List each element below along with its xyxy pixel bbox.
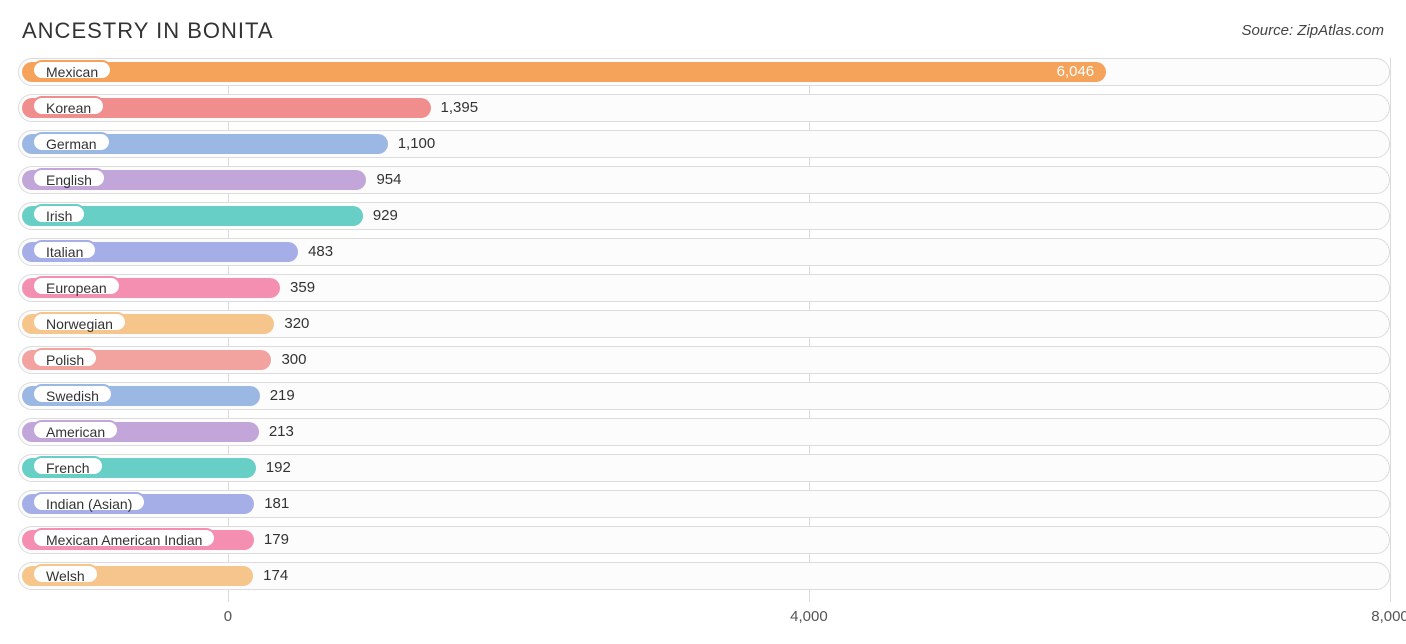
- category-pill: Mexican American Indian: [32, 528, 216, 548]
- category-pill: German: [32, 132, 111, 152]
- value-label: 1,395: [441, 98, 479, 118]
- value-label: 192: [266, 458, 291, 478]
- category-pill: Mexican: [32, 60, 112, 80]
- source-attribution: Source: ZipAtlas.com: [1241, 22, 1384, 39]
- value-label: 6,046: [1057, 62, 1095, 82]
- value-label: 219: [270, 386, 295, 406]
- value-label: 174: [263, 566, 288, 586]
- value-label: 181: [264, 494, 289, 514]
- x-axis: 04,0008,000: [18, 608, 1390, 632]
- category-pill: American: [32, 420, 119, 440]
- x-tick-label: 0: [224, 608, 232, 625]
- gridline: [1390, 58, 1391, 602]
- category-pill: French: [32, 456, 104, 476]
- category-pill: Korean: [32, 96, 105, 116]
- bar: [22, 62, 1106, 82]
- category-pill: English: [32, 168, 106, 188]
- plot-area: Mexican 6,046 Korean 1,395 German 1,100 Englis…: [18, 58, 1390, 602]
- ancestry-chart: ANCESTRY IN BONITA Source: ZipAtlas.com …: [0, 0, 1406, 644]
- value-label: 213: [269, 422, 294, 442]
- x-tick-label: 8,000: [1371, 608, 1406, 625]
- category-pill: Indian (Asian): [32, 492, 146, 512]
- value-label: 954: [376, 170, 401, 190]
- category-pill: Norwegian: [32, 312, 127, 332]
- category-pill: Swedish: [32, 384, 113, 404]
- chart-title: ANCESTRY IN BONITA: [22, 18, 274, 44]
- value-label: 359: [290, 278, 315, 298]
- value-label: 1,100: [398, 134, 436, 154]
- category-pill: Welsh: [32, 564, 99, 584]
- category-pill: European: [32, 276, 121, 296]
- value-label: 320: [284, 314, 309, 334]
- x-tick-label: 4,000: [790, 608, 828, 625]
- value-label: 300: [281, 350, 306, 370]
- value-label: 179: [264, 530, 289, 550]
- value-label: 929: [373, 206, 398, 226]
- category-pill: Irish: [32, 204, 86, 224]
- category-pill: Polish: [32, 348, 98, 368]
- value-label: 483: [308, 242, 333, 262]
- category-pill: Italian: [32, 240, 97, 260]
